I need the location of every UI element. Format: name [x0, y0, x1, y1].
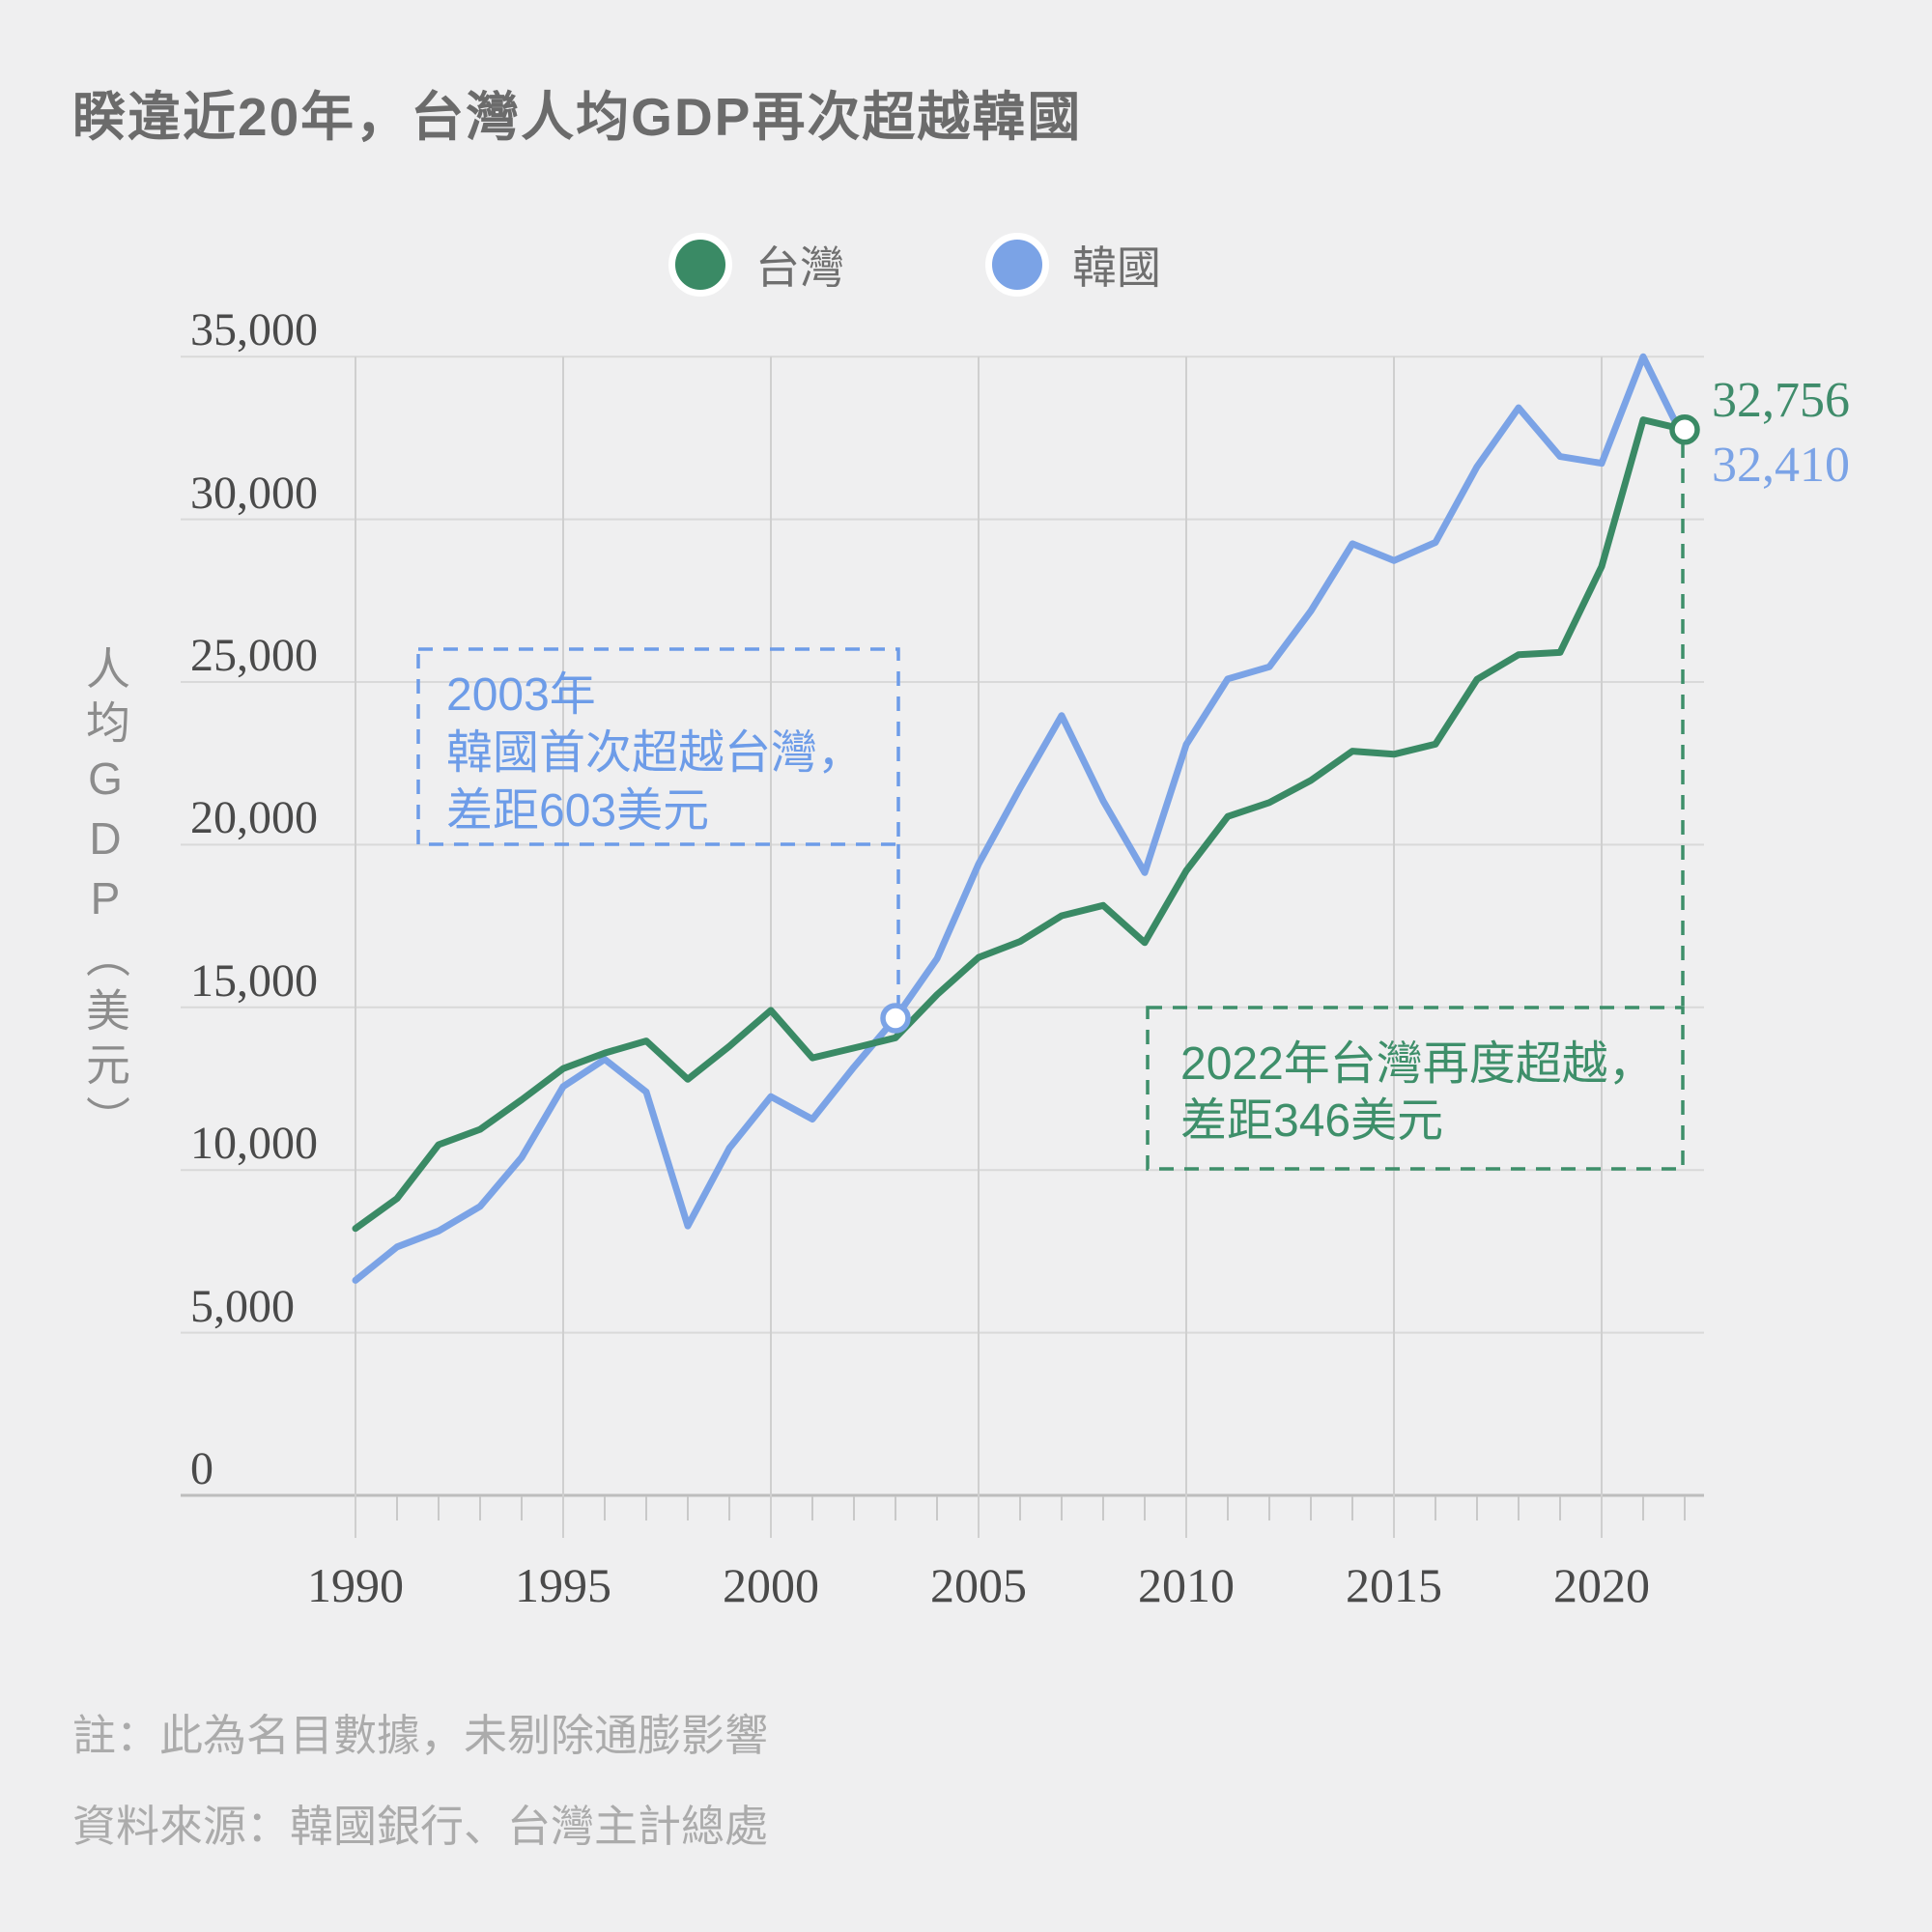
x-tick-label: 2010 — [1138, 1558, 1235, 1612]
taiwan-legend-dot-icon — [668, 233, 732, 297]
annotation-2022-line2: 差距346美元 — [1180, 1095, 1444, 1147]
y-tick-label: 10,000 — [190, 1118, 318, 1170]
korea-legend-label: 韓國 — [1072, 242, 1161, 293]
x-tick-label: 1995 — [515, 1558, 611, 1612]
korea-line — [352, 353, 1689, 1284]
korea-legend-dot-icon — [985, 233, 1049, 297]
y-tick-label: 0 — [190, 1443, 213, 1494]
annotation-2003-box — [416, 647, 900, 846]
legend: 台灣 韓國 — [668, 233, 1161, 297]
y-tick-label: 35,000 — [190, 304, 318, 356]
y-tick-label: 5,000 — [190, 1280, 295, 1332]
x-tick-label: 2000 — [723, 1558, 819, 1612]
marker-2022 — [1669, 414, 1700, 445]
y-axis-title: 人均GDP（美元） — [80, 645, 130, 1150]
source-note: 資料來源：韓國銀行、台灣主計總處 — [72, 1802, 769, 1851]
y-tick-label: 20,000 — [190, 792, 318, 844]
annotation-2003-line2: 韓國首次超越台灣， — [446, 727, 865, 779]
annotation-2022-box — [1146, 1006, 1685, 1171]
x-tick-label: 2005 — [930, 1558, 1027, 1612]
y-tick-label: 15,000 — [190, 954, 318, 1007]
page-title: 睽違近20年，台灣人均GDP再次超越韓國 — [72, 87, 1083, 147]
annotation-2003-line1: 2003年 — [446, 669, 596, 721]
taiwan-line — [352, 416, 1689, 1233]
annotation-2003-line3: 差距603美元 — [446, 785, 710, 837]
annotation-2022-line1: 2022年台灣再度超越， — [1180, 1038, 1655, 1090]
taiwan-end-value: 32,756 — [1712, 373, 1850, 428]
x-tick-label: 2020 — [1553, 1558, 1650, 1612]
x-tick-label: 2015 — [1346, 1558, 1442, 1612]
taiwan-legend-label: 台灣 — [755, 242, 844, 293]
y-tick-label: 25,000 — [190, 630, 318, 681]
x-tick-label: 1990 — [307, 1558, 404, 1612]
marker-2003 — [880, 1003, 911, 1034]
y-tick-label: 30,000 — [190, 467, 318, 519]
footnote: 註：此為名目數據，未剔除通膨影響 — [72, 1711, 769, 1760]
korea-end-value: 32,410 — [1712, 438, 1850, 493]
annotation-2022: 2022年台灣再度超越， 差距346美元 — [1180, 1036, 1655, 1150]
annotation-2003: 2003年 韓國首次超越台灣， 差距603美元 — [446, 667, 864, 840]
